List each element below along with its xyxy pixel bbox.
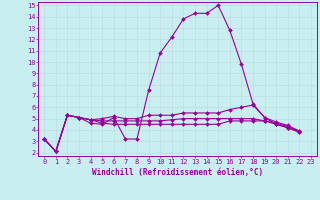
X-axis label: Windchill (Refroidissement éolien,°C): Windchill (Refroidissement éolien,°C)	[92, 168, 263, 177]
